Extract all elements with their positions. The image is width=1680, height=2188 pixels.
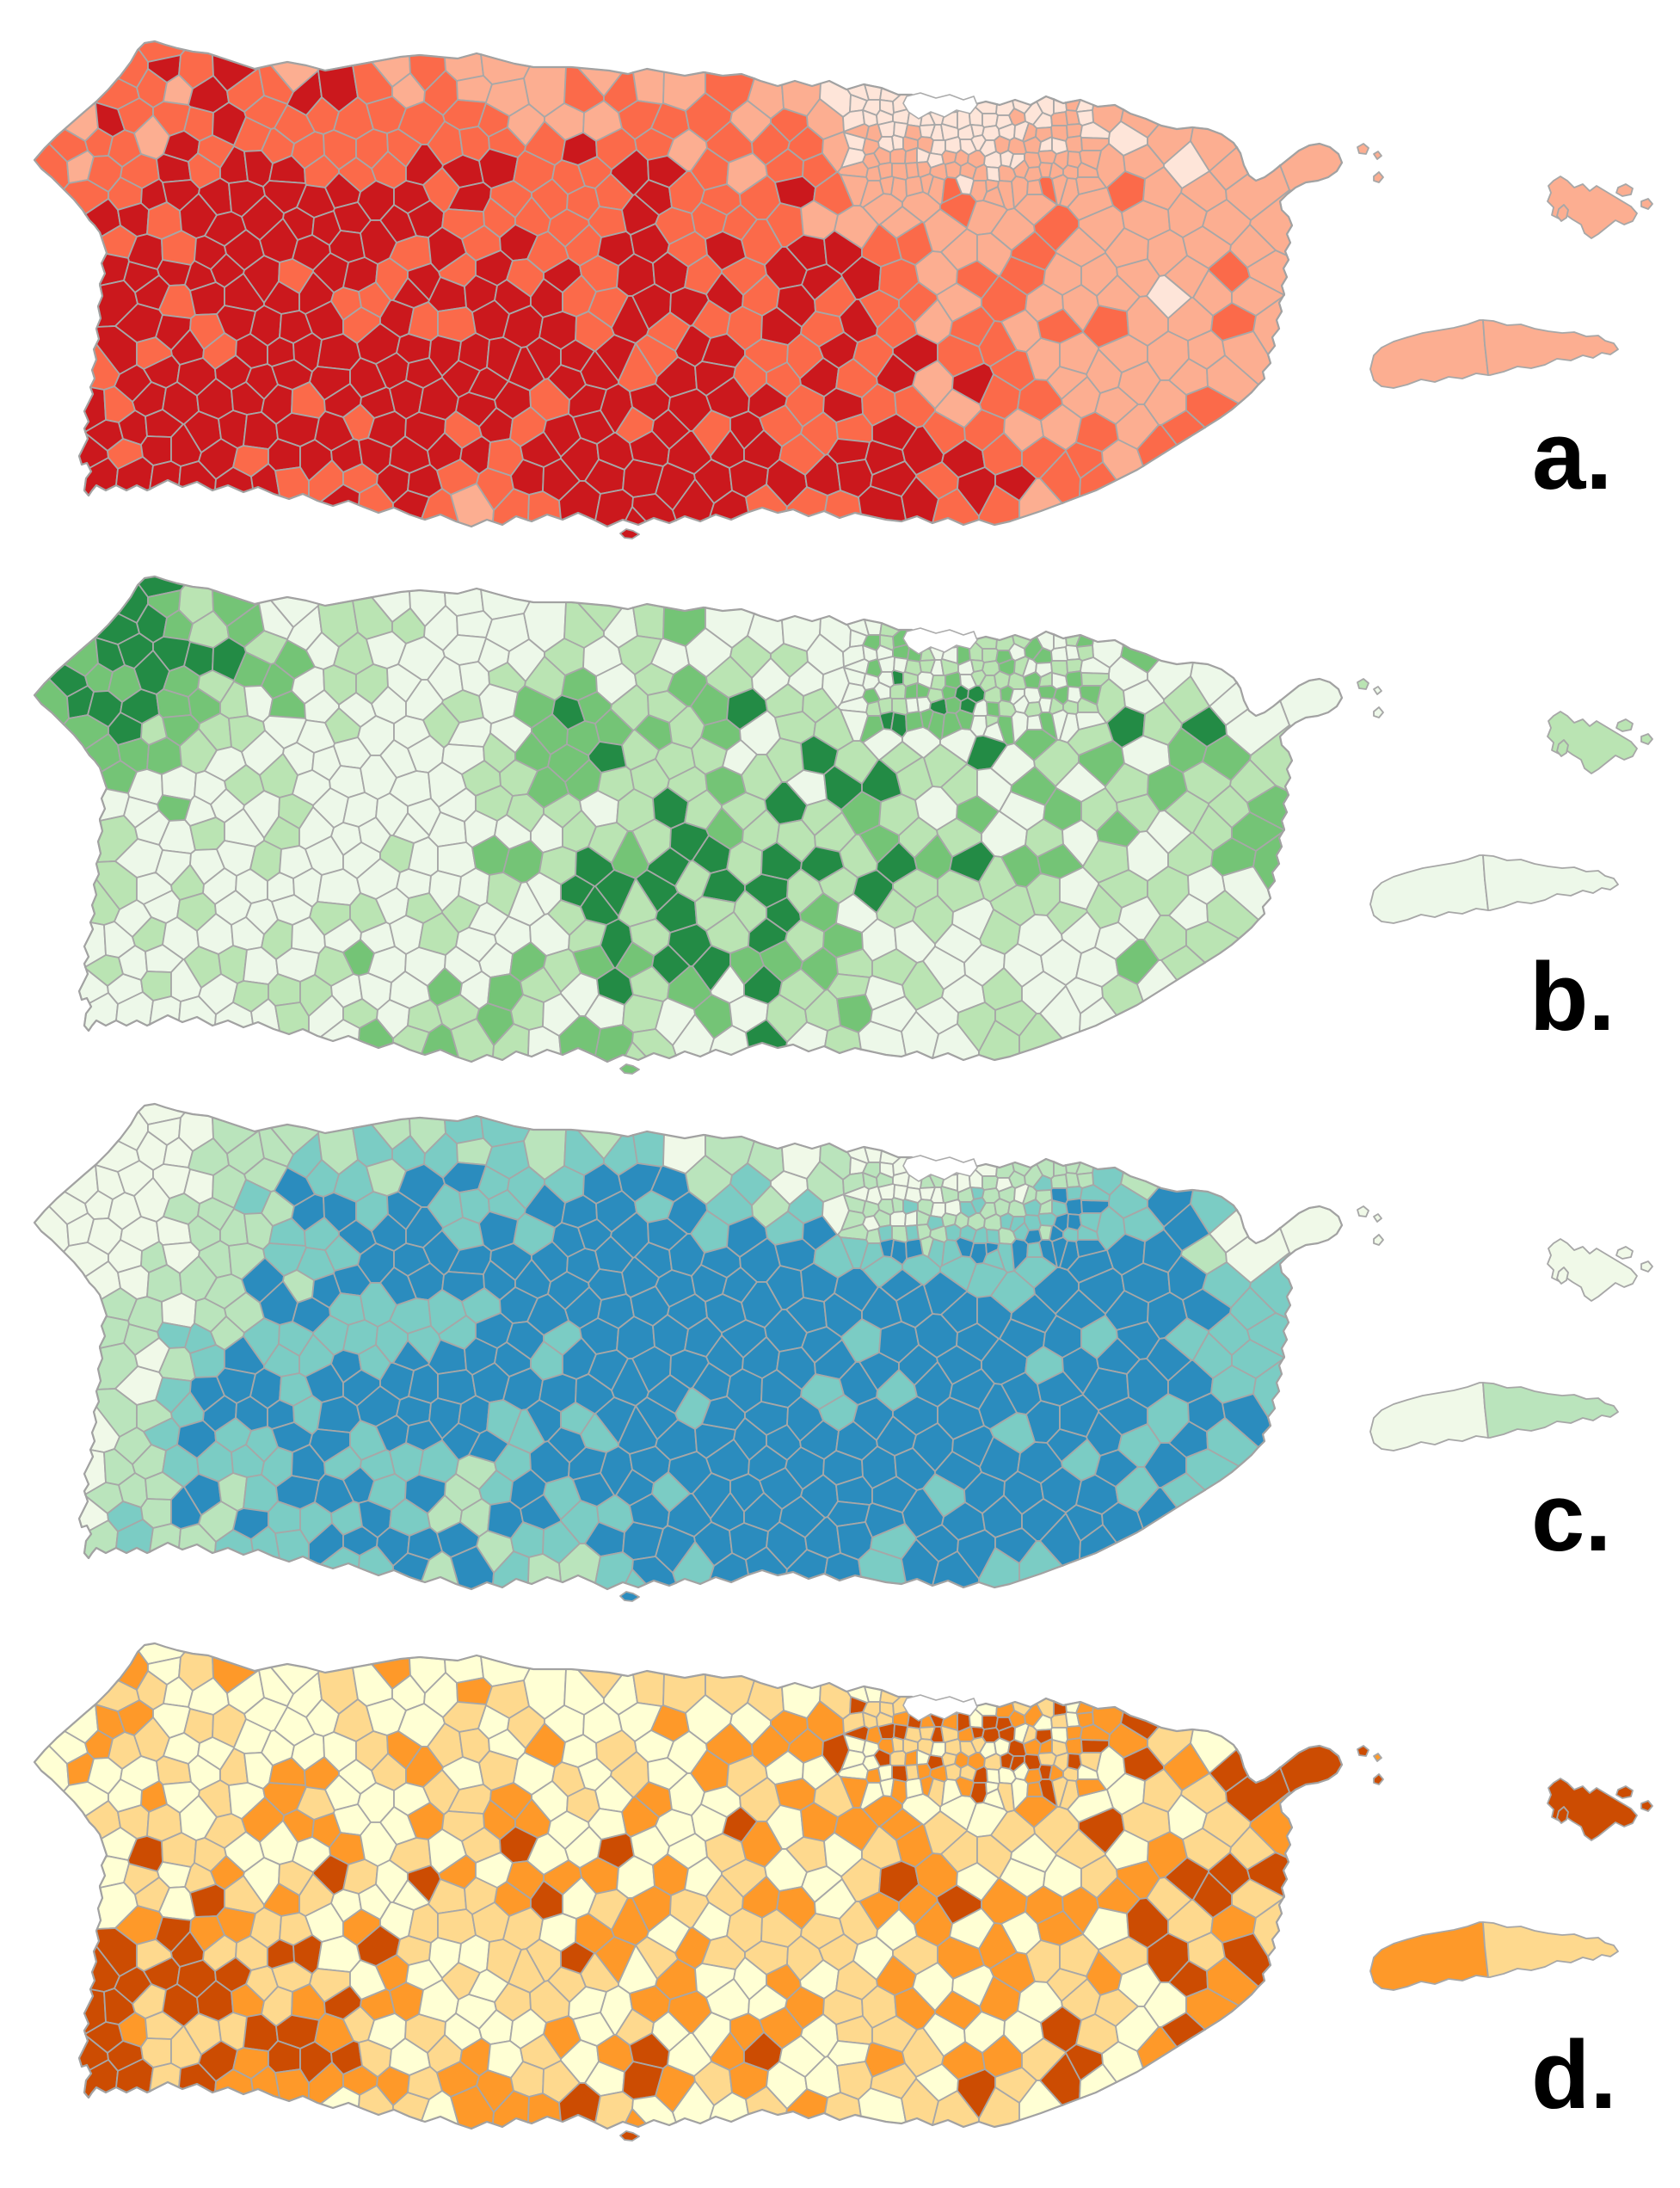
svg-text:d.: d. (1531, 2021, 1617, 2129)
svg-text:c.: c. (1531, 1464, 1611, 1571)
svg-text:a.: a. (1532, 402, 1612, 509)
svg-text:b.: b. (1529, 943, 1615, 1051)
